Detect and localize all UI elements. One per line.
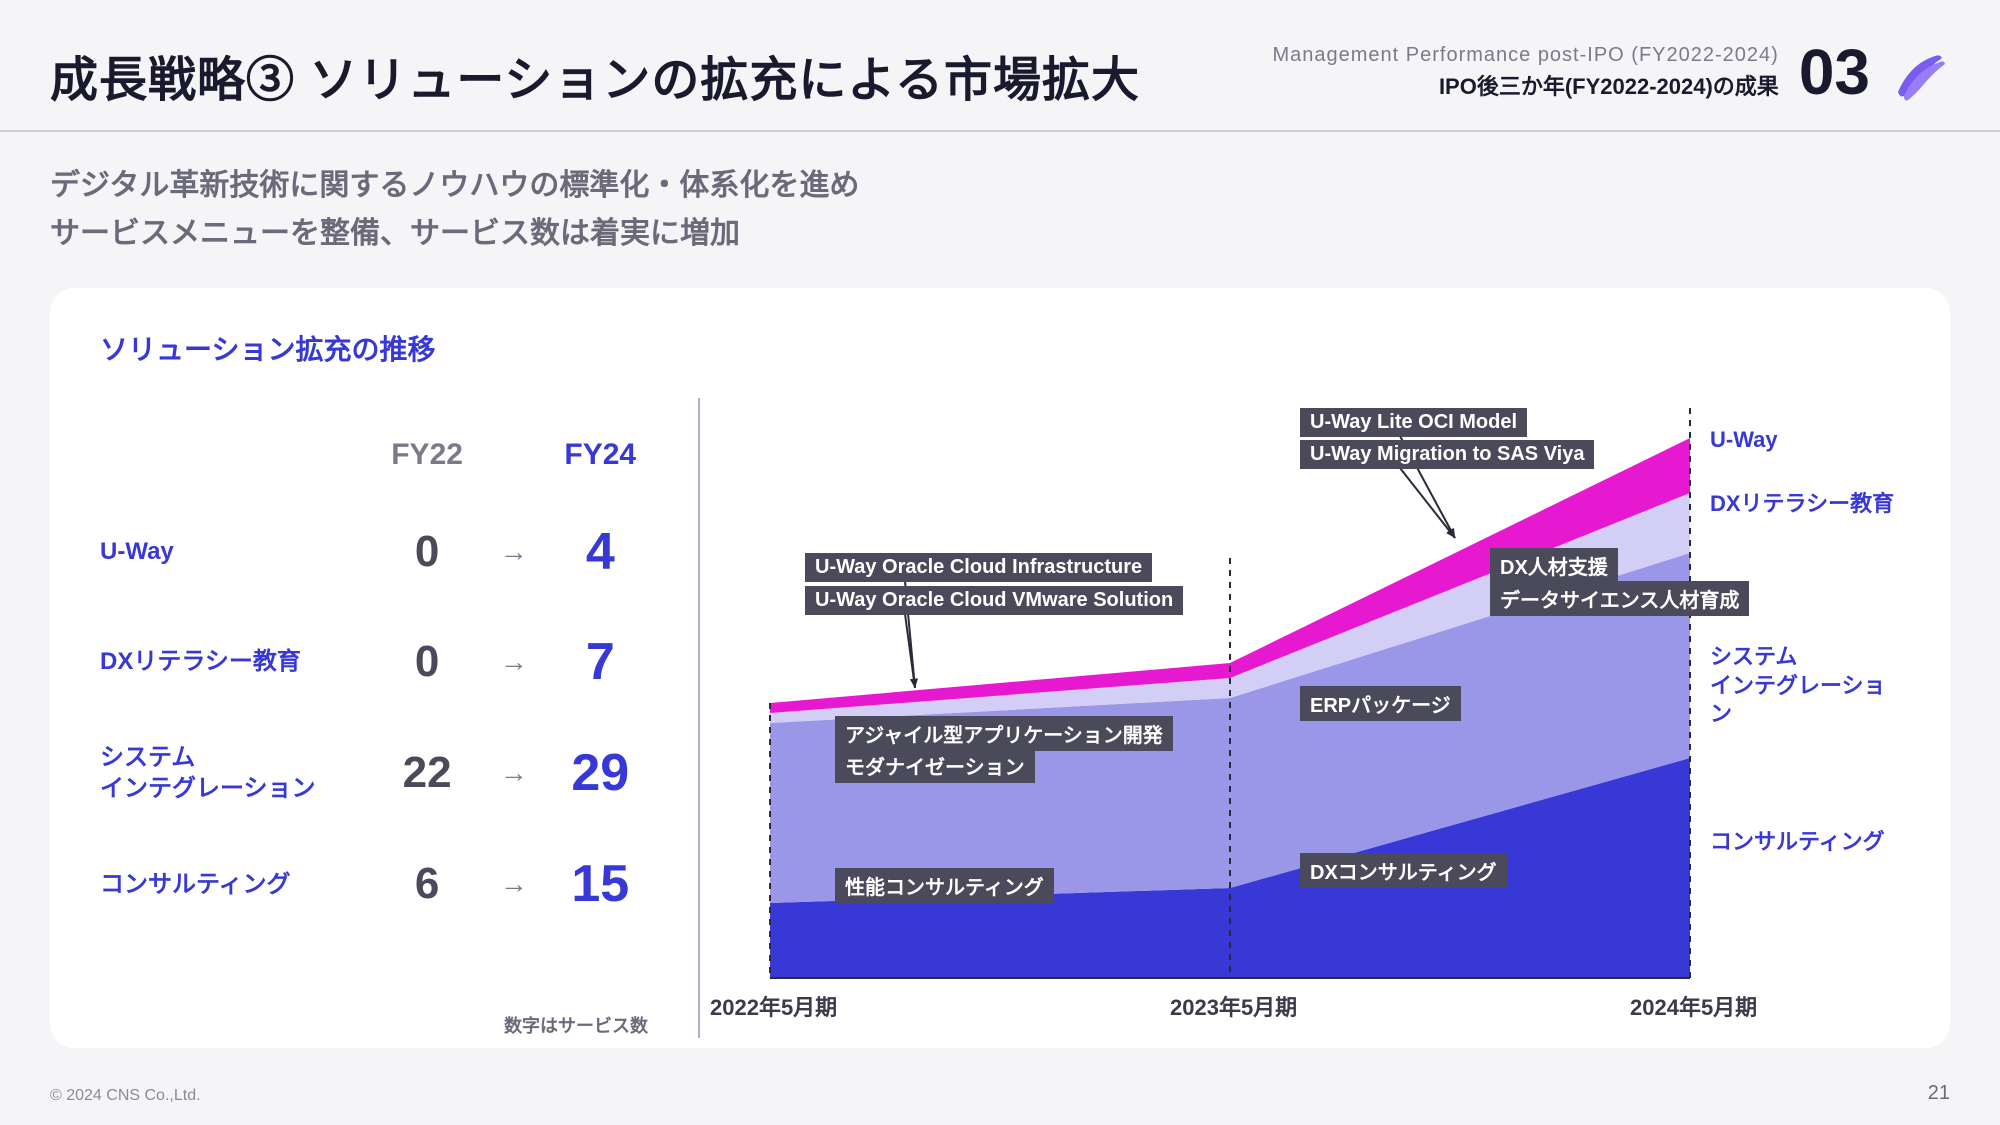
- col-header-fy24: FY24: [543, 438, 658, 472]
- value-fy22: 0: [369, 637, 484, 687]
- chart-annotation: U-Way Migration to SAS Viya: [1300, 440, 1594, 469]
- page-number: 21: [1928, 1082, 1950, 1105]
- arrow-icon: →: [485, 646, 543, 678]
- table-header-row: FY22 FY24: [100, 438, 658, 472]
- row-label: コンサルティング: [100, 869, 369, 900]
- value-fy24: 29: [543, 743, 658, 803]
- value-fy24: 7: [543, 632, 658, 692]
- slide-title: 成長戦略③ ソリューションの拡充による市場拡大: [50, 40, 1272, 110]
- category-label: コンサルティング: [1710, 828, 1885, 857]
- x-axis-label: 2024年5月期: [1630, 990, 1757, 1022]
- copyright: © 2024 CNS Co.,Ltd.: [50, 1087, 201, 1105]
- arrow-icon: →: [485, 536, 543, 568]
- chart-annotation: U-Way Oracle Cloud VMware Solution: [805, 586, 1183, 615]
- chart-annotation: U-Way Lite OCI Model: [1300, 408, 1527, 437]
- intro-line1: デジタル革新技術に関するノウハウの標準化・体系化を進め: [50, 162, 1950, 210]
- x-axis-label: 2022年5月期: [710, 990, 837, 1022]
- table-row: システムインテグレーション22→29: [100, 742, 658, 804]
- value-fy22: 22: [369, 748, 484, 798]
- row-label: U-Way: [100, 536, 369, 567]
- chart-annotation: DXコンサルティング: [1300, 853, 1507, 888]
- slide-header: 成長戦略③ ソリューションの拡充による市場拡大 Management Perfo…: [0, 0, 2000, 132]
- value-fy24: 4: [543, 522, 658, 582]
- category-label: U-Way: [1710, 426, 1778, 455]
- comparison-table: FY22 FY24 U-Way0→4DXリテラシー教育0→7システムインテグレー…: [100, 398, 700, 1038]
- arrow-icon: →: [485, 868, 543, 900]
- table-footnote: 数字はサービス数: [504, 1012, 648, 1038]
- x-axis-label: 2023年5月期: [1170, 990, 1297, 1022]
- row-label: DXリテラシー教育: [100, 646, 369, 677]
- company-logo-icon: [1890, 44, 1950, 104]
- row-label: システムインテグレーション: [100, 742, 369, 804]
- col-header-fy22: FY22: [369, 438, 484, 472]
- chart-annotation: ERPパッケージ: [1300, 686, 1461, 721]
- table-row: U-Way0→4: [100, 522, 658, 582]
- subtitle-jp: IPO後三か年(FY2022-2024)の成果: [1272, 69, 1778, 101]
- chart-annotation: U-Way Oracle Cloud Infrastructure: [805, 553, 1152, 582]
- intro-text: デジタル革新技術に関するノウハウの標準化・体系化を進め サービスメニューを整備、…: [0, 132, 2000, 268]
- content-grid: FY22 FY24 U-Way0→4DXリテラシー教育0→7システムインテグレー…: [100, 398, 1900, 1038]
- chart-annotation: アジャイル型アプリケーション開発: [835, 716, 1173, 751]
- chart-annotation: データサイエンス人材育成: [1490, 581, 1749, 616]
- category-label: DXリテラシー教育: [1710, 490, 1894, 519]
- header-right: Management Performance post-IPO (FY2022-…: [1272, 40, 1950, 104]
- subtitle-block: Management Performance post-IPO (FY2022-…: [1272, 40, 1778, 101]
- intro-line2: サービスメニューを整備、サービス数は着実に増加: [50, 210, 1950, 258]
- chart-annotation: DX人材支援: [1490, 548, 1618, 583]
- chart-annotation: 性能コンサルティング: [835, 868, 1054, 903]
- value-fy22: 6: [369, 859, 484, 909]
- table-row: DXリテラシー教育0→7: [100, 632, 658, 692]
- card-title: ソリューション拡充の推移: [100, 328, 1900, 368]
- section-number: 03: [1799, 40, 1870, 104]
- table-row: コンサルティング6→15: [100, 854, 658, 914]
- arrow-icon: →: [485, 757, 543, 789]
- value-fy22: 0: [369, 527, 484, 577]
- content-card: ソリューション拡充の推移 FY22 FY24 U-Way0→4DXリテラシー教育…: [50, 288, 1950, 1048]
- subtitle-en: Management Performance post-IPO (FY2022-…: [1272, 44, 1778, 67]
- value-fy24: 15: [543, 854, 658, 914]
- chart-annotation: モダナイゼーション: [835, 748, 1035, 783]
- stacked-area-chart: 2022年5月期 2023年5月期 2024年5月期 U-Way DXリテラシー教育シス…: [700, 398, 1900, 1038]
- annotation-arrow: [1400, 468, 1455, 538]
- category-label: システムインテグレーション: [1710, 643, 1900, 729]
